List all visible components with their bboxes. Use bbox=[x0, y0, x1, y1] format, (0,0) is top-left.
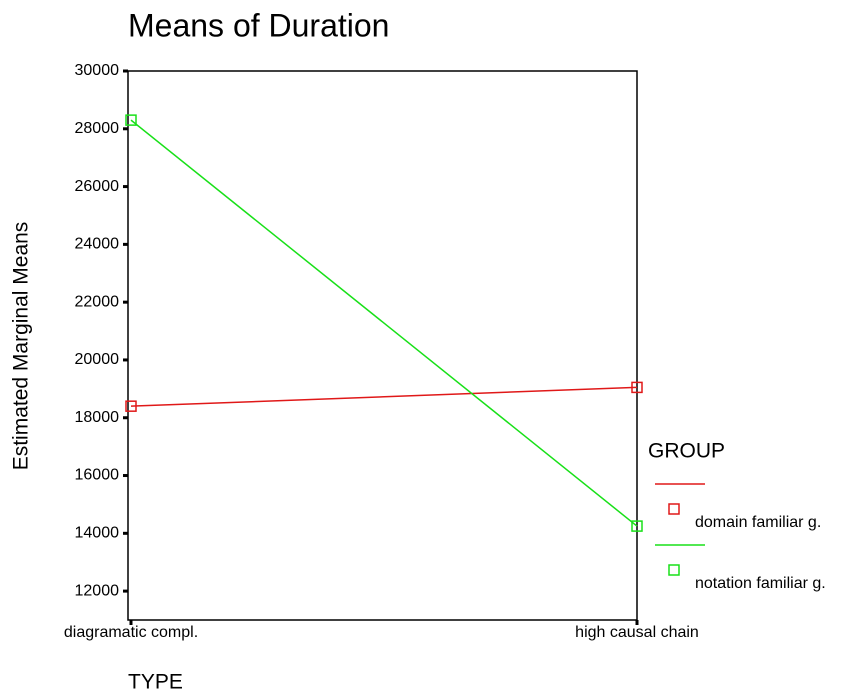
y-tick-label: 18000 bbox=[75, 409, 120, 426]
y-tick-label: 30000 bbox=[75, 62, 120, 79]
point-marker bbox=[125, 400, 137, 412]
y-tick-label: 16000 bbox=[75, 467, 120, 484]
point-marker bbox=[631, 520, 643, 532]
series-line bbox=[130, 119, 638, 527]
y-axis-label: Estimated Marginal Means bbox=[10, 222, 33, 471]
legend-title: GROUP bbox=[648, 440, 725, 463]
y-tick-label: 26000 bbox=[75, 178, 120, 195]
point-marker bbox=[631, 381, 643, 394]
legend-marker bbox=[668, 564, 680, 576]
legend-label: notation familiar g. bbox=[695, 575, 826, 592]
y-tick-label: 20000 bbox=[75, 351, 120, 368]
chart-title: Means of Duration bbox=[128, 7, 389, 43]
y-tick-label: 28000 bbox=[75, 120, 120, 137]
x-tick-label: diagramatic compl. bbox=[64, 624, 198, 641]
plot-frame bbox=[127, 70, 638, 621]
y-tick-label: 12000 bbox=[75, 582, 120, 599]
x-tick-label: high causal chain bbox=[575, 624, 699, 641]
legend-label: domain familiar g. bbox=[695, 514, 821, 531]
series-line bbox=[130, 386, 638, 407]
x-axis-label: TYPE bbox=[128, 671, 183, 694]
y-tick-label: 22000 bbox=[75, 293, 120, 310]
y-tick-label: 14000 bbox=[75, 525, 120, 542]
y-tick-label: 24000 bbox=[75, 236, 120, 253]
point-marker bbox=[125, 114, 137, 126]
legend-marker bbox=[668, 503, 680, 515]
